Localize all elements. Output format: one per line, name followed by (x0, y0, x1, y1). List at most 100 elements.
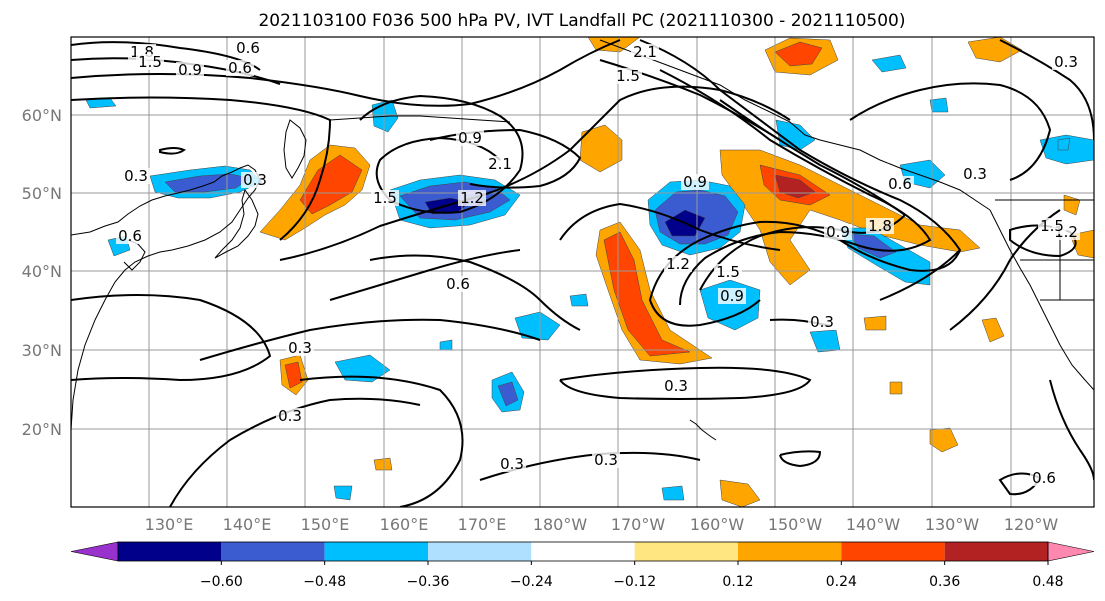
ivt-shade-49 (439, 339, 453, 351)
longitude-labels: 130°E 140°E 150°E 160°E 170°E 180°W 170°W 160°W… (145, 515, 1059, 534)
pv-contour-12 (369, 254, 581, 331)
pv-contour-25 (1049, 379, 1094, 481)
ivt-shade-36 (497, 381, 519, 407)
pv-contour-7 (639, 39, 962, 327)
contour-label-bg (664, 256, 692, 272)
pv-contour-3 (71, 96, 332, 241)
lat-label: 30°N (22, 341, 62, 360)
ivt-shade-45 (569, 293, 589, 307)
contour-label: 1.5 (616, 67, 640, 85)
colorbar-segment (944, 542, 1048, 561)
colorbar-tick-label: −0.12 (613, 574, 656, 590)
contour-label-bg (808, 314, 836, 330)
contour-label-bg (631, 44, 659, 60)
ivt-shade-17 (981, 317, 1005, 343)
colorbar-tick-label: 0.12 (722, 574, 753, 590)
ivt-shade-18 (719, 479, 761, 507)
contour-label: 0.3 (278, 407, 302, 425)
colorbar-segment (531, 542, 635, 561)
contour-label: 0.3 (1054, 53, 1078, 71)
contour-label-bg (458, 190, 486, 206)
pv-contour-16 (299, 375, 464, 507)
pv-contour-4 (279, 85, 791, 261)
lon-label: 170°E (458, 515, 507, 534)
lon-label: 170°W (611, 515, 666, 534)
coast-asia (71, 164, 261, 431)
lon-label: 180°W (533, 515, 588, 534)
contour-label-bg (592, 452, 620, 468)
contour-label: 0.3 (594, 451, 618, 469)
contour-label: 0.3 (963, 165, 987, 183)
colorbar-frame (117, 541, 1049, 562)
pv-contour-20 (779, 450, 822, 468)
contour-label: 1.2 (666, 255, 690, 273)
contour-label-bg (444, 276, 472, 292)
ivt-shade-13 (284, 361, 303, 389)
colorbar-extend-high (1047, 541, 1095, 562)
contour-label-bg (116, 228, 144, 244)
contour-label-bg (1030, 470, 1058, 486)
pv-contour-8 (659, 69, 932, 306)
contour-label: 0.3 (810, 313, 834, 331)
contour-label: 0.9 (683, 173, 707, 191)
coast-namerica (989, 209, 1094, 391)
contour-label-bg (1038, 218, 1066, 234)
contour-label-bg (241, 172, 269, 188)
contour-label-bg (886, 176, 914, 192)
colorbar-tick-label: −0.24 (510, 574, 553, 590)
lon-label: 120°W (1004, 515, 1059, 534)
contour-label-bg (286, 340, 314, 356)
map-frame (70, 36, 1095, 508)
ivt-shade-50 (1057, 137, 1071, 151)
contour-label-bg (681, 174, 709, 190)
contour-labels: 1.81.5 0.90.6 2.11.50.6 0.30.92.11.21.50.30… (116, 39, 1080, 487)
colorbar-segment (634, 542, 738, 561)
colorbar-segment (738, 542, 842, 561)
colorbar-segment (428, 542, 532, 561)
pv-contour-27 (879, 249, 961, 301)
lon-label: 140°W (846, 515, 901, 534)
contour-label-bg (1052, 54, 1080, 70)
colorbar-extend-low (70, 541, 119, 562)
lat-label: 40°N (22, 262, 62, 281)
pv-contour-15 (71, 294, 272, 382)
lon-label: 150°E (301, 515, 350, 534)
pv-contour-18 (559, 366, 812, 400)
contour-label-bg (718, 288, 746, 304)
lon-label: 130°W (925, 515, 980, 534)
contour-label-bg (456, 130, 484, 146)
contour-label: 0.9 (826, 223, 850, 241)
colorbar: −0.60 −0.48 −0.36 −0.24 −0.12 0.12 0.24 0.36 0.4… (70, 541, 1095, 590)
contour-label-bg (961, 166, 989, 182)
contour-label: 1.8 (868, 217, 892, 235)
colorbar-tick-label: 0.36 (929, 574, 960, 590)
contour-label-bg (234, 40, 262, 56)
ivt-shade-16 (863, 315, 887, 331)
pv-contour-5 (359, 94, 524, 214)
ivt-shade-6 (774, 174, 816, 199)
colorbar-segment (118, 542, 222, 561)
contour-label: 1.5 (373, 189, 397, 207)
contour-label: 1.2 (460, 189, 484, 207)
contour-label-bg (371, 190, 399, 206)
ivt-shade-19 (373, 457, 393, 471)
contour-label-bg (498, 456, 526, 472)
contour-label: 0.9 (720, 287, 744, 305)
pv-contour-21 (849, 82, 1052, 181)
contour-label: 1.5 (716, 263, 740, 281)
pv-contour-14 (199, 318, 541, 361)
lon-label: 160°E (380, 515, 429, 534)
lon-label: 140°E (223, 515, 272, 534)
ivt-shade-48 (929, 97, 949, 113)
pv-contour-22 (999, 39, 1094, 141)
contour-label: 0.6 (118, 227, 142, 245)
lon-label: 150°W (768, 515, 823, 534)
contour-label: 0.3 (243, 171, 267, 189)
ivt-shade-47 (333, 485, 353, 501)
ivt-shade-39 (871, 54, 907, 73)
contour-label-bg (866, 218, 894, 234)
contour-label: 0.3 (500, 455, 524, 473)
contour-label-bg (276, 408, 304, 424)
border-states (1020, 230, 1094, 301)
